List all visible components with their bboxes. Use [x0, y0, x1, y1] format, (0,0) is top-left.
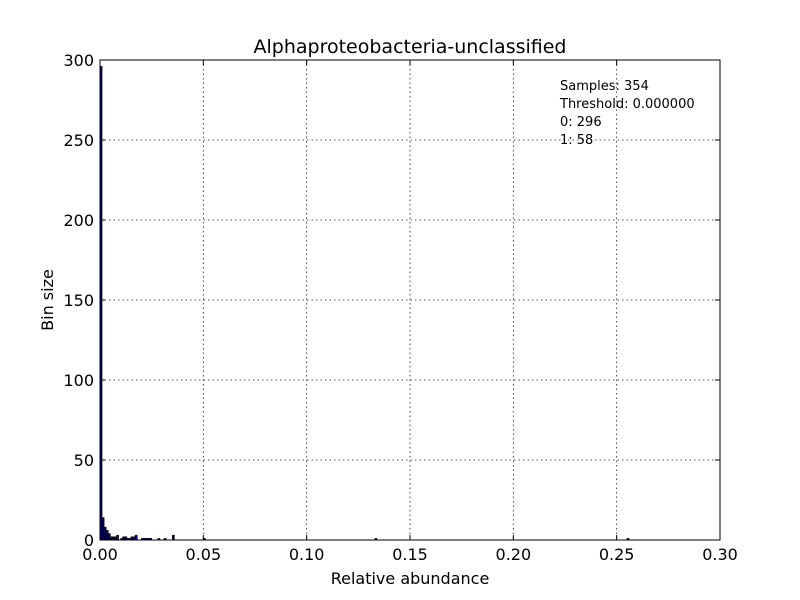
histogram-bar [103, 526, 107, 541]
annotation-box: Samples: 354 Threshold: 0.000000 0: 296 … [559, 79, 695, 148]
y-tick-label: 50 [74, 451, 94, 470]
y-tick-label: 200 [63, 211, 94, 230]
histogram-bar [134, 534, 138, 541]
histogram-bar [107, 533, 111, 541]
annotation-threshold: Threshold: 0.000000 [559, 97, 695, 112]
annotation-zero-count: 0: 296 [560, 115, 602, 130]
x-tick-label: 0.25 [599, 545, 635, 564]
chart-title: Alphaproteobacteria-unclassified [254, 36, 567, 58]
histogram-bar [105, 530, 109, 541]
y-tick-label: 0 [84, 531, 94, 550]
x-tick-label: 0.15 [392, 545, 428, 564]
histogram-bar [172, 534, 175, 541]
annotation-one-count: 1: 58 [560, 133, 593, 148]
axis-ticks: 0.00 0.05 0.10 0.15 0.20 0.25 0.30 0 50 100 150 200… [63, 51, 737, 564]
grid-lines [100, 60, 720, 540]
x-tick-label: 0.05 [186, 545, 222, 564]
y-tick-label: 100 [63, 371, 94, 390]
x-tick-label: 0.20 [496, 545, 532, 564]
x-tick-label: 0.00 [82, 545, 118, 564]
x-axis-label: Relative abundance [331, 569, 490, 588]
x-tick-label: 0.30 [702, 545, 738, 564]
y-tick-label: 250 [63, 131, 94, 150]
annotation-samples: Samples: 354 [560, 79, 649, 94]
y-axis-label: Bin size [38, 269, 57, 331]
y-tick-label: 150 [63, 291, 94, 310]
histogram-bar [116, 534, 119, 541]
x-tick-label: 0.10 [289, 545, 325, 564]
y-tick-label: 300 [63, 51, 94, 70]
histogram-bar [101, 517, 105, 541]
